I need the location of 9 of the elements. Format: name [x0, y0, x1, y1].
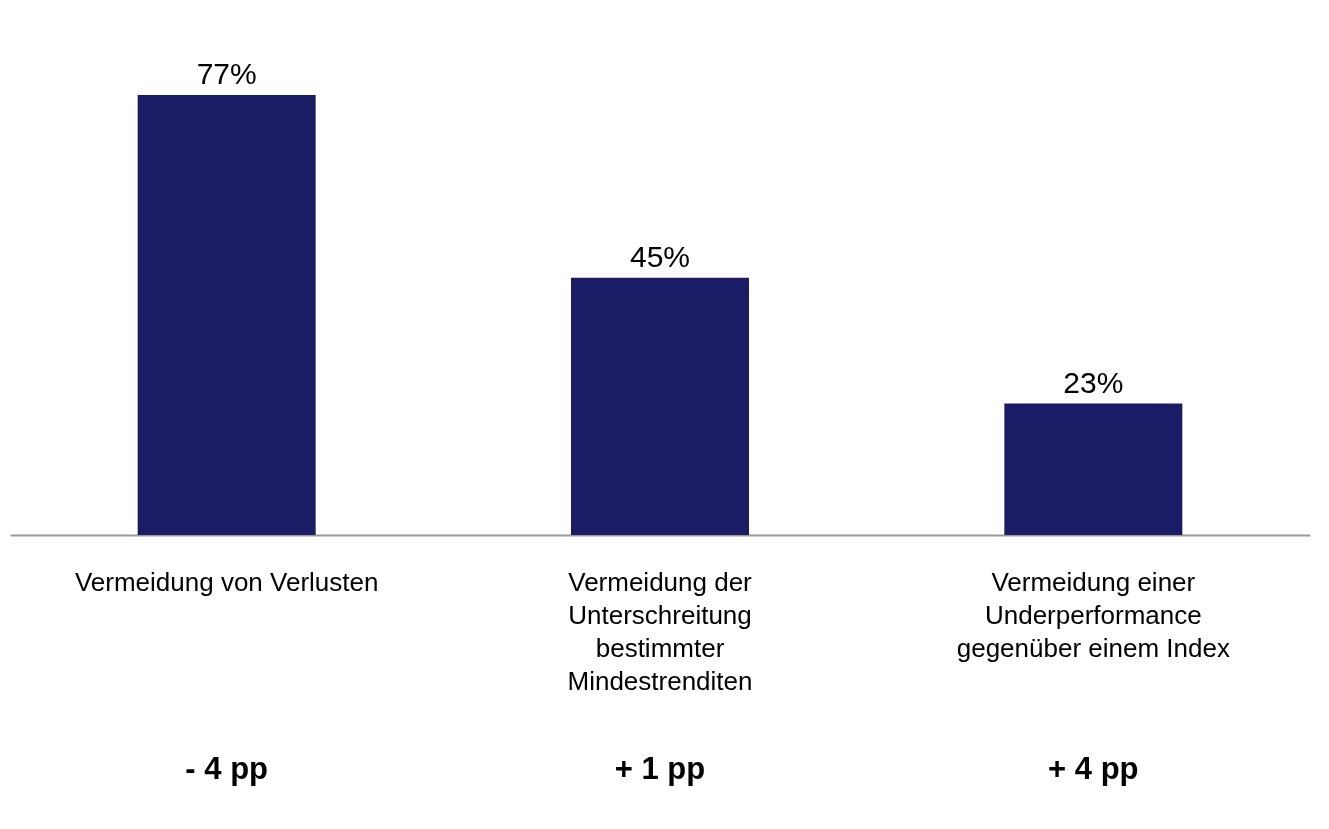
text: + 1 pp — [614, 751, 706, 786]
data-label: 77% — [196, 57, 257, 90]
text: - 4 pp — [185, 751, 268, 786]
text: + 4 pp — [1048, 751, 1139, 786]
x-tick-label: Vermeidung von Verlusten — [74, 566, 379, 597]
data-label: 23% — [1063, 365, 1124, 399]
data-label: 45% — [629, 239, 691, 273]
x-tick-label: Vermeidung einer Underperformance gegenüber einem Index — [956, 566, 1230, 663]
x-tick-label: Vermeidung der Unterschreitung bestimmter Mindestrenditen — [567, 566, 753, 696]
